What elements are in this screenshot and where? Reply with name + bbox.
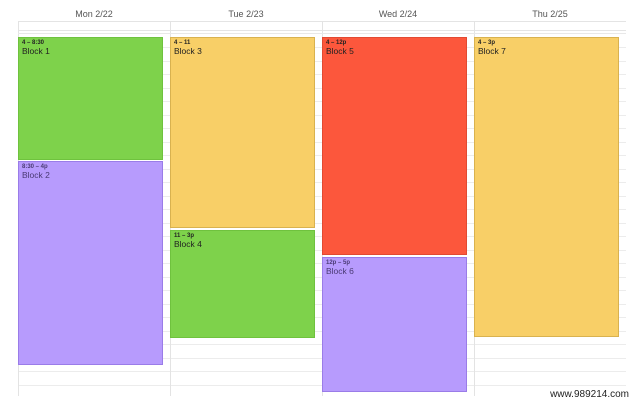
watermark: www.989214.com (550, 389, 629, 400)
event-title: Block 1 (22, 46, 50, 56)
event-time: 8:30 – 4p (22, 164, 48, 170)
day-header-mon[interactable]: Mon 2/22 (75, 9, 113, 19)
event-time: 4 – 11 (174, 40, 191, 46)
day-header-row: Mon 2/22 Tue 2/23 Wed 2/24 Thu 2/25 (18, 0, 626, 21)
event-block-2[interactable]: 8:30 – 4p Block 2 (18, 161, 163, 365)
event-time: 4 – 12p (326, 40, 347, 46)
event-title: Block 3 (174, 46, 202, 56)
event-block-6[interactable]: 12p – 5p Block 6 (322, 257, 467, 392)
event-block-4[interactable]: 11 – 3p Block 4 (170, 230, 315, 338)
event-block-1[interactable]: 4 – 8:30 Block 1 (18, 37, 163, 160)
day-header-tue[interactable]: Tue 2/23 (228, 9, 264, 19)
event-time: 4 – 8:30 (22, 40, 45, 46)
column-divider (18, 21, 19, 33)
event-title: Block 5 (326, 46, 354, 56)
event-title: Block 6 (326, 266, 354, 276)
event-block-7[interactable]: 4 – 3p Block 7 (474, 37, 619, 337)
column-divider (474, 21, 475, 33)
day-header-thu[interactable]: Thu 2/25 (532, 9, 568, 19)
event-time: 4 – 3p (478, 40, 496, 46)
event-block-5[interactable]: 4 – 12p Block 5 (322, 37, 467, 255)
day-header-wed[interactable]: Wed 2/24 (378, 9, 418, 19)
event-title: Block 4 (174, 239, 202, 249)
column-divider (322, 21, 323, 33)
event-title: Block 7 (478, 46, 506, 56)
event-block-3[interactable]: 4 – 11 Block 3 (170, 37, 315, 228)
column-divider (170, 21, 171, 33)
event-time: 12p – 5p (326, 260, 351, 266)
event-title: Block 2 (22, 170, 50, 180)
event-time: 11 – 3p (174, 233, 195, 239)
